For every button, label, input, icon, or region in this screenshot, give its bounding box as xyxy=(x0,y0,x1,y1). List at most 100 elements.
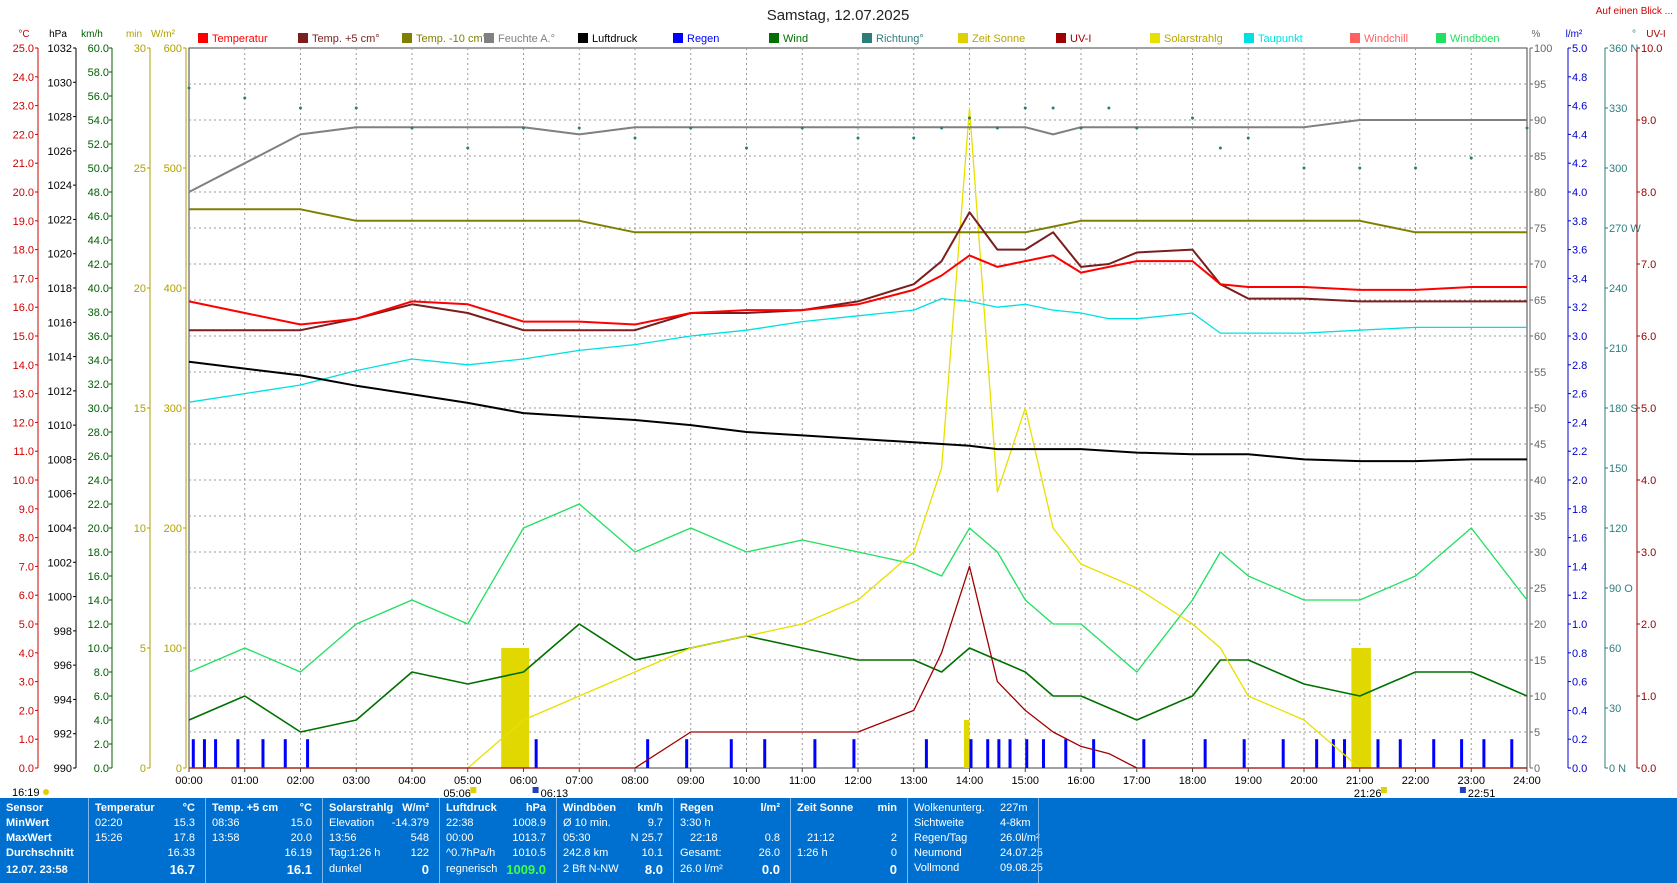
time-label: 06:00 xyxy=(510,775,538,787)
wind-axis-label: 44.0 xyxy=(88,235,109,247)
sun-total: 1:26 h xyxy=(797,847,828,859)
rain-bar xyxy=(236,739,240,768)
direction-point xyxy=(1135,126,1139,130)
time-label: 10:00 xyxy=(733,775,761,787)
rain-bar xyxy=(1064,739,1068,768)
sun-axis-label: 20 xyxy=(134,283,146,295)
temp5-current: 16.1 xyxy=(286,862,312,877)
cloud-base: 227m xyxy=(1000,802,1028,814)
direction-point xyxy=(243,96,247,100)
temp-header: Temperatur xyxy=(95,802,155,814)
time-label: 16:00 xyxy=(1067,775,1095,787)
gust-avg10: 9.7 xyxy=(647,817,663,829)
rain-bar xyxy=(986,739,990,768)
max-label: MaxWert xyxy=(6,832,52,844)
right-axes: 1009590858075706560555045403530252015105… xyxy=(1529,43,1662,775)
overview-link[interactable]: Auf einen Blick ... xyxy=(1596,6,1673,17)
humidity-axis-label: 70 xyxy=(1534,259,1546,271)
sensor-column: Sensor MinWert MaxWert Durchschnitt 12.0… xyxy=(0,798,88,883)
sun-axis-label: 5 xyxy=(140,643,146,655)
temp-axis-label: 1.0 xyxy=(19,734,34,746)
solar-axis-label: 100 xyxy=(164,643,182,655)
full-moon-label: Vollmond xyxy=(914,862,960,874)
pressure-axis-label: 1022 xyxy=(48,214,72,226)
temp5-max: 20.0 xyxy=(290,832,312,844)
rain-bar xyxy=(1203,739,1207,768)
legend-swatch xyxy=(1056,33,1066,43)
wind-axis-label: 22.0 xyxy=(88,499,109,511)
temp-axis-label: 24.0 xyxy=(13,72,34,84)
humidity-axis-label: 20 xyxy=(1534,619,1546,631)
pressure-axis-label: 996 xyxy=(54,660,72,672)
rain-axis-label: 0.6 xyxy=(1572,677,1587,689)
rain-axis-label: 2.2 xyxy=(1572,446,1587,458)
solar-day-length: Tag:1:26 h xyxy=(329,847,381,859)
sun-moon-markers: 16:19 05:06 06:13 21:26 22:51 xyxy=(12,787,1495,798)
pressure-avg: 1010.5 xyxy=(512,847,546,859)
temp-axis-label: 17.0 xyxy=(13,273,34,285)
rain-bar xyxy=(1315,739,1319,768)
wind-axis-label: 26.0 xyxy=(88,451,109,463)
direction-axis-label: 180 S xyxy=(1609,403,1638,415)
uv-axis-label: 9.0 xyxy=(1641,115,1656,127)
sensor-header: Sensor xyxy=(6,802,44,814)
time-label: 22:00 xyxy=(1402,775,1430,787)
direction-axis-label: 60 xyxy=(1609,643,1621,655)
rain-axis-label: 3.8 xyxy=(1572,216,1587,228)
gust-max: N 25.7 xyxy=(630,832,663,844)
time-label: 12:00 xyxy=(844,775,872,787)
uv-axis-label: 5.0 xyxy=(1641,403,1656,415)
pressure-min-time: 22:38 xyxy=(446,817,474,829)
rain-axis-label: 0.8 xyxy=(1572,648,1587,660)
temp-axis-label: 6.0 xyxy=(19,590,34,602)
gust-header: Windböen xyxy=(563,802,617,814)
direction-axis-label: 150 xyxy=(1609,463,1627,475)
sun-current: 0 xyxy=(889,862,897,877)
current-time-marker: 16:19 xyxy=(12,787,40,798)
legend-swatch xyxy=(1244,33,1254,43)
sunset-marker: 21:26 xyxy=(1354,788,1382,798)
rain-bar xyxy=(646,739,650,768)
direction-point xyxy=(1358,166,1362,170)
rain-bar xyxy=(1376,739,1380,768)
rain-bar xyxy=(1398,739,1402,768)
solar-axis-label: 300 xyxy=(164,403,182,415)
sun-header: Zeit Sonne xyxy=(797,802,854,814)
pressure-axis-label: 1018 xyxy=(48,283,72,295)
rain-axis-label: 0.0 xyxy=(1572,763,1587,775)
rain-bar xyxy=(1041,739,1045,768)
gust-avg: 10.1 xyxy=(641,847,663,859)
solar-axis-label: 400 xyxy=(164,283,182,295)
rain-axis-label: 1.8 xyxy=(1572,504,1587,516)
wind-axis-label: 10.0 xyxy=(88,643,109,655)
temp-avg: 16.33 xyxy=(167,847,195,859)
humidity-axis-label: 80 xyxy=(1534,187,1546,199)
rain-axis-label: 3.0 xyxy=(1572,331,1587,343)
rain-axis-label: 4.8 xyxy=(1572,72,1587,84)
temp-axis-label: 20.0 xyxy=(13,187,34,199)
solar-header: Solarstrahlg xyxy=(329,802,394,814)
legend-label: Taupunkt xyxy=(1258,33,1303,45)
direction-point xyxy=(299,106,302,110)
rain-total-label: Gesamt: xyxy=(680,847,722,859)
rain-bar xyxy=(1025,739,1029,768)
uv-axis-label: 10.0 xyxy=(1641,43,1662,55)
direction-point xyxy=(1302,166,1306,170)
wind-axis-label: 38.0 xyxy=(88,307,109,319)
axis-unit: ° xyxy=(1632,29,1636,40)
humidity-axis-label: 15 xyxy=(1534,655,1546,667)
rain-max-time: 22:18 xyxy=(690,832,718,844)
rain-bar xyxy=(1242,739,1246,768)
legend-swatch xyxy=(769,33,779,43)
humidity-axis-label: 65 xyxy=(1534,295,1546,307)
direction-point xyxy=(1218,146,1222,150)
rain-bar xyxy=(763,739,767,768)
time-label: 05:00 xyxy=(454,775,482,787)
temp-axis-label: 21.0 xyxy=(13,158,34,170)
legend-label: UV-I xyxy=(1070,33,1091,45)
time-label: 02:00 xyxy=(287,775,315,787)
rain-sum: 26.0 l/m² xyxy=(680,863,723,875)
direction-point xyxy=(1079,126,1083,130)
humidity-axis-label: 60 xyxy=(1534,331,1546,343)
legend-label: Solarstrahlg xyxy=(1164,33,1223,45)
